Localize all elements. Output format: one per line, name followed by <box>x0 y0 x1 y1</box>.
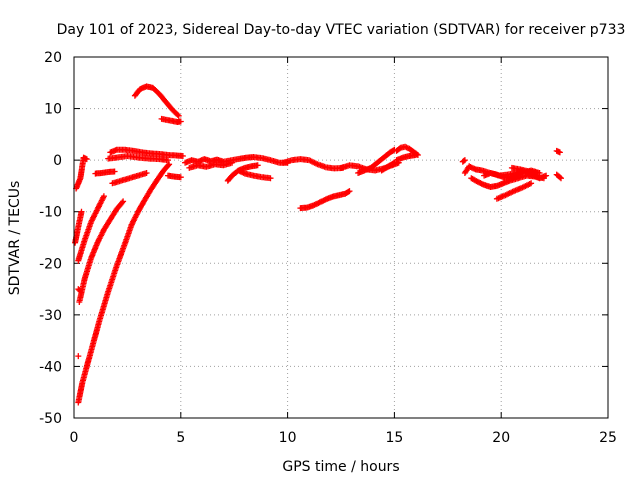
data-point <box>460 157 467 164</box>
series-arc-34 <box>553 171 564 182</box>
data-point <box>229 159 236 166</box>
x-tick-labels: 0 5 10 15 20 25 <box>70 430 617 446</box>
series-arc-3 <box>75 221 135 406</box>
series-arc-13 <box>107 146 186 159</box>
data-point <box>174 111 181 118</box>
data-point <box>412 152 419 158</box>
data-point <box>390 160 397 167</box>
y-axis-label: SDTVAR / TECUs <box>7 181 23 296</box>
y-tick-label: -40 <box>39 359 62 375</box>
data-point <box>556 149 563 156</box>
series-arc-4 <box>128 161 173 228</box>
data-point <box>177 174 184 181</box>
y-tick-label: 10 <box>44 102 62 118</box>
series-arc-19 <box>235 167 274 182</box>
data-point <box>100 193 107 200</box>
data-point <box>254 162 261 169</box>
data-point <box>346 188 353 195</box>
data-point <box>240 169 247 176</box>
series-arc-8 <box>72 208 85 246</box>
x-tick-label: 10 <box>279 430 297 446</box>
series-arc-32 <box>523 170 550 182</box>
data-point <box>165 162 172 169</box>
y-tick-label: -30 <box>39 308 62 324</box>
series-arc-20 <box>280 156 347 172</box>
series-arc-22 <box>297 188 353 212</box>
series-arc-5 <box>76 198 127 305</box>
data-point <box>120 198 127 205</box>
series-arc-14 <box>105 153 171 164</box>
axis-ticks <box>73 56 609 419</box>
series-arc-6 <box>75 193 107 264</box>
series-arc-16 <box>182 154 291 166</box>
x-axis-label: GPS time / hours <box>282 459 399 475</box>
data-point <box>111 168 118 175</box>
data-point <box>166 161 173 168</box>
data-point <box>267 175 274 182</box>
series-arc-11 <box>75 353 82 360</box>
series-arc-30 <box>493 180 535 202</box>
x-tick-label: 5 <box>176 430 185 446</box>
data-points <box>72 83 564 406</box>
data-point <box>558 175 564 182</box>
data-point <box>461 157 468 164</box>
data-point <box>177 118 184 125</box>
series-arc-24 <box>378 159 398 174</box>
data-point <box>143 170 150 176</box>
data-point <box>175 112 182 119</box>
plot-frame <box>73 56 609 419</box>
x-tick-label: 15 <box>385 430 403 446</box>
y-tick-label: -10 <box>39 205 62 221</box>
series-arc-15 <box>165 172 184 181</box>
data-point <box>165 157 171 164</box>
series-arc-23 <box>355 146 398 176</box>
y-tick-labels: -50 -40 -30 -20 -10 0 10 20 <box>39 50 62 427</box>
series-arc-26 <box>393 152 419 164</box>
x-tick-label: 20 <box>492 430 510 446</box>
y-tick-label: 20 <box>44 50 62 66</box>
series-arc-1 <box>131 83 182 119</box>
series-arc-12 <box>92 168 118 177</box>
series-arc-7 <box>109 170 150 187</box>
data-point <box>119 199 126 206</box>
y-tick-label: 0 <box>53 153 62 169</box>
data-point <box>77 288 84 295</box>
data-point <box>83 156 90 163</box>
series-arc-33 <box>459 157 468 165</box>
data-point <box>543 172 550 179</box>
data-point <box>76 287 83 294</box>
grid-lines <box>74 57 608 418</box>
series-arc-17 <box>186 159 236 171</box>
y-tick-label: -20 <box>39 256 62 272</box>
data-point <box>556 174 563 181</box>
data-point <box>75 353 82 360</box>
x-tick-label: 0 <box>70 430 79 446</box>
series-arc-35 <box>553 147 563 156</box>
series-arc-2 <box>158 115 184 125</box>
chart-title: Day 101 of 2023, Sidereal Day-to-day VTE… <box>57 22 626 38</box>
series-arc-9 <box>73 154 90 192</box>
data-point <box>179 153 186 159</box>
data-point <box>78 208 85 215</box>
series-arc-10 <box>75 286 84 295</box>
x-tick-label: 25 <box>599 430 617 446</box>
y-tick-label: -50 <box>39 411 62 427</box>
data-point <box>528 180 535 187</box>
